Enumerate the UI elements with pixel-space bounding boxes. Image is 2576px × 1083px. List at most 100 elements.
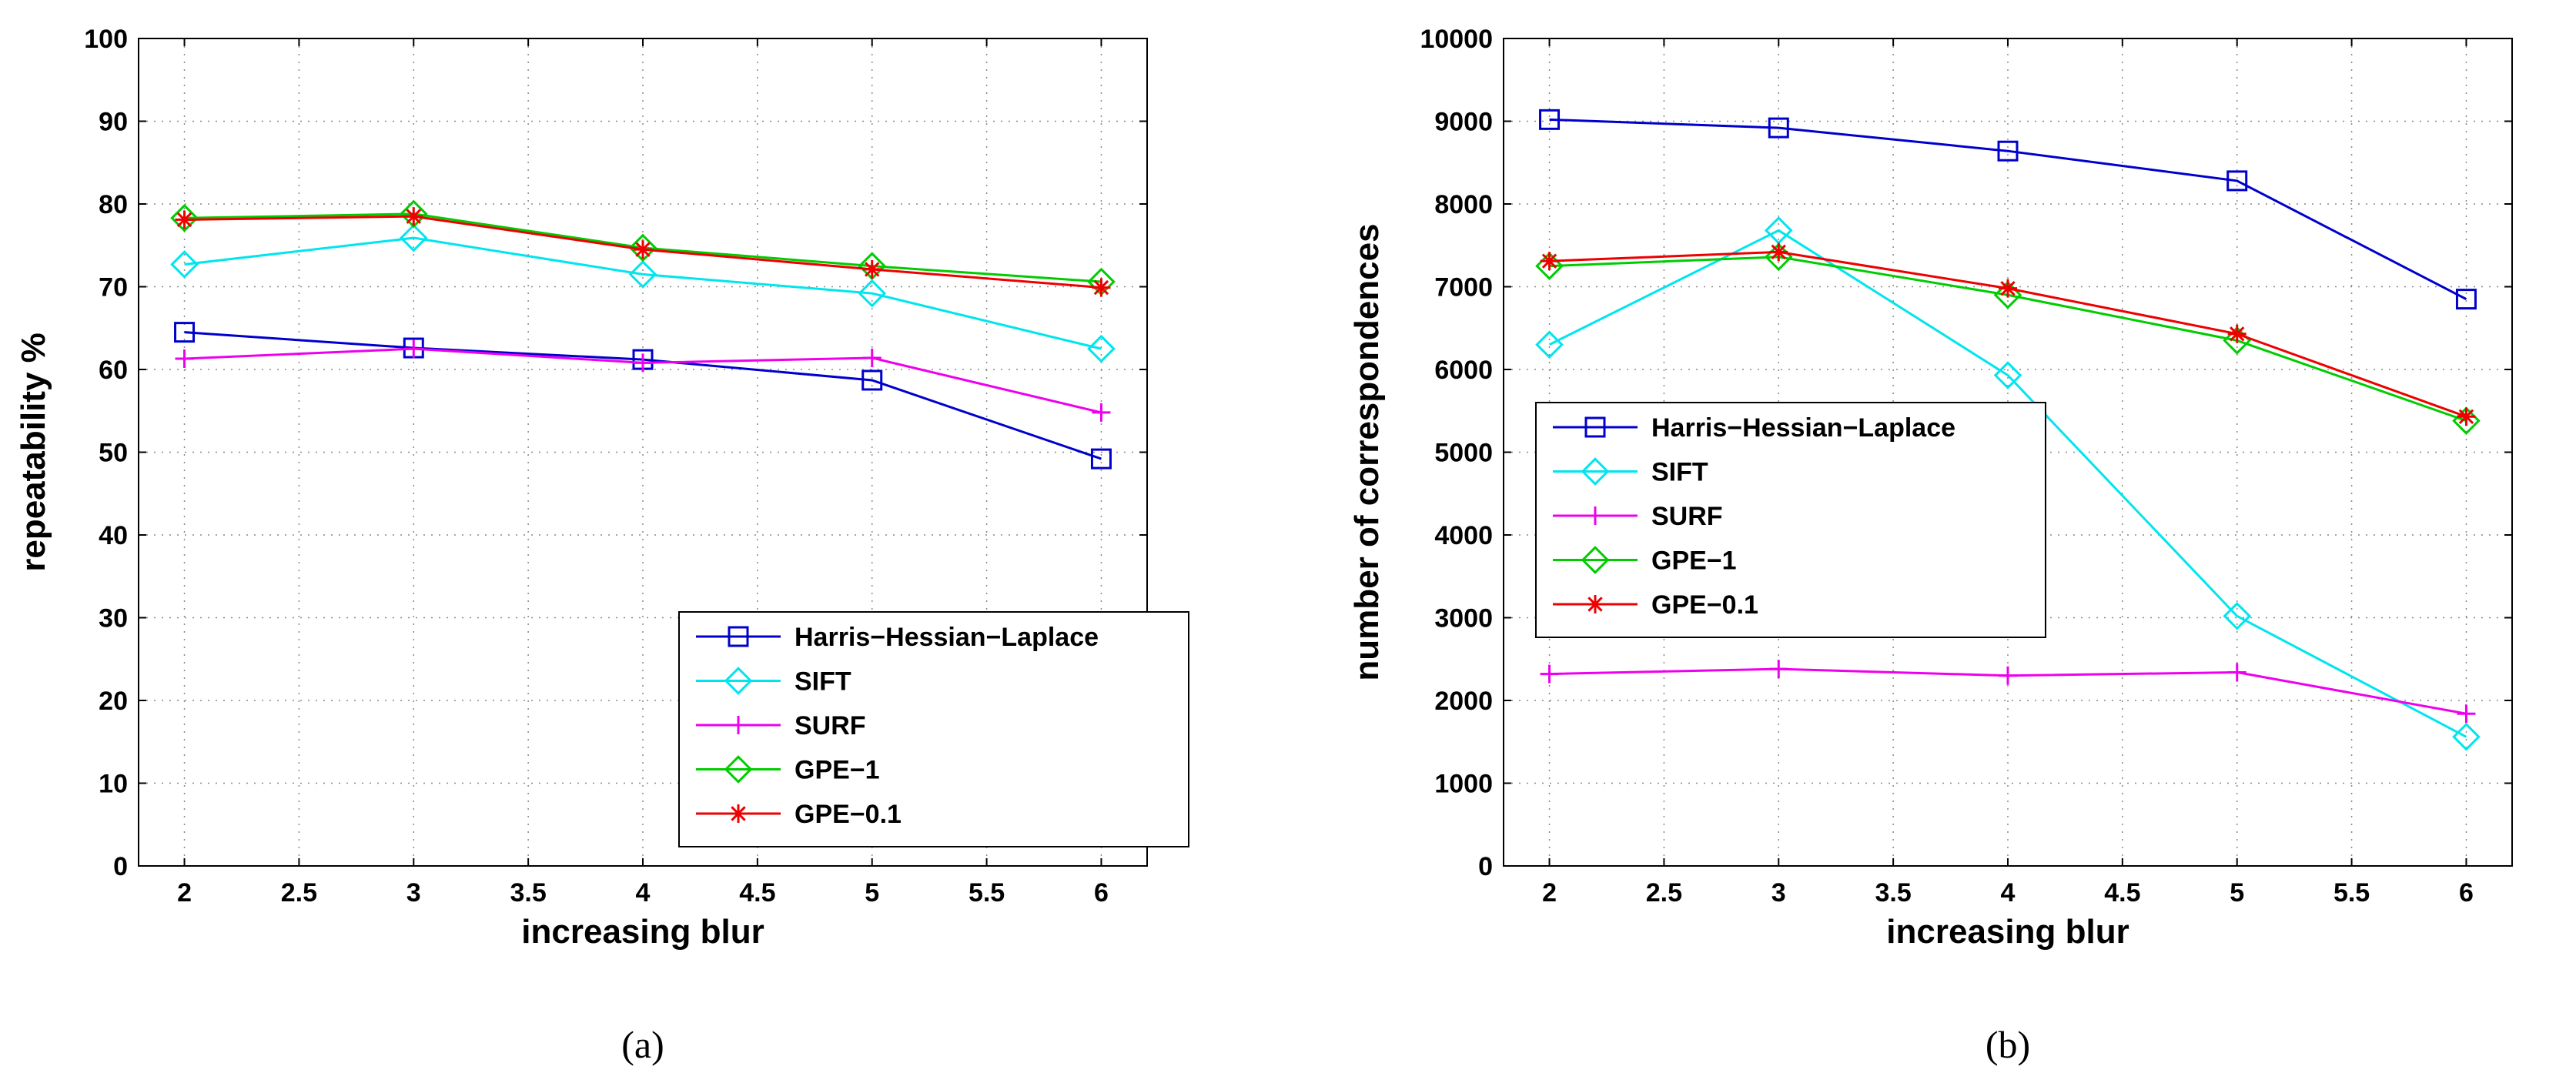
data-point	[2457, 407, 2476, 426]
y-tick-label: 50	[99, 439, 128, 468]
data-point	[861, 369, 883, 391]
y-tick-label: 0	[113, 852, 128, 881]
data-point	[399, 199, 428, 229]
data-point	[858, 279, 887, 308]
data-point	[2452, 722, 2481, 751]
legend: Harris−Hessian−Laplace SIFT SURF GPE−1 GPE−0…	[1535, 402, 2046, 638]
data-point	[1092, 403, 1111, 422]
x-axis-label: increasing blur	[1886, 913, 2129, 951]
data-point	[404, 339, 423, 359]
series-surf	[1540, 660, 2476, 724]
axes-frame	[1503, 38, 2513, 867]
data-point	[634, 240, 652, 259]
x-tick-label: 4.5	[2104, 878, 2140, 908]
data-point	[2227, 663, 2246, 682]
x-tick-label: 6	[2459, 878, 2474, 908]
data-point	[404, 207, 423, 226]
data-point	[1535, 330, 1564, 359]
x-tick-label: 2.5	[1646, 878, 1682, 908]
y-tick-label: 100	[84, 25, 128, 54]
y-axis-label: number of correspondences	[1348, 223, 1386, 680]
y-tick-label: 20	[99, 687, 128, 716]
legend-marker	[1581, 546, 1610, 574]
x-tick-label: 6	[1094, 878, 1109, 908]
x-axis-label: increasing blur	[521, 913, 764, 951]
legend-marker	[1584, 416, 1606, 438]
y-tick-label: 40	[99, 521, 128, 550]
x-tick-label: 5.5	[969, 878, 1005, 908]
y-tick-label: 10000	[1420, 25, 1493, 54]
data-point	[2457, 704, 2476, 724]
chart-b: 2 2.5 3 3.5 4 4.5 5 5.5 6 0 1000 2000 3000 4000 5000 60…	[1348, 25, 2513, 1066]
data-point	[1540, 252, 1559, 271]
legend-box	[678, 611, 1189, 847]
x-tick-label: 4	[636, 878, 651, 908]
data-point	[1999, 666, 2017, 685]
data-point	[1087, 334, 1116, 363]
legend-marker	[1586, 595, 1604, 613]
legend-label: Harris−Hessian−Laplace	[1651, 413, 1955, 443]
y-tick-label: 5000	[1434, 439, 1493, 468]
x-tick-label: 2	[177, 878, 192, 908]
legend-label: GPE−0.1	[1651, 590, 1758, 620]
series-line	[184, 236, 1102, 350]
data-point	[2455, 289, 2477, 310]
chart-a: 2 2.5 3 3.5 4 4.5 5 5.5 60102030405060708090100i…	[15, 25, 1189, 1066]
legend-label: GPE−0.1	[795, 800, 902, 829]
series-surf	[175, 339, 1111, 422]
y-tick-label: 80	[99, 190, 128, 219]
y-tick-label: 60	[99, 356, 128, 385]
data-point	[1090, 448, 1112, 470]
series-line	[1549, 118, 2467, 300]
y-axis-label: repeatability %	[15, 333, 52, 572]
data-point	[628, 260, 657, 289]
legend-marker	[729, 716, 748, 734]
data-point	[1769, 242, 1788, 262]
data-point	[170, 203, 199, 232]
x-tick-label: 2	[1542, 878, 1557, 908]
y-tick-label: 10	[99, 770, 128, 799]
legend-marker	[1586, 506, 1604, 525]
data-point	[862, 348, 882, 367]
y-tick-label: 3000	[1434, 604, 1493, 633]
legend-label: Harris−Hessian−Laplace	[795, 623, 1099, 652]
legend-label: SIFT	[795, 667, 851, 697]
series-sift	[170, 223, 1116, 363]
data-point	[1092, 278, 1111, 297]
x-tick-label: 3.5	[1875, 878, 1912, 908]
y-tick-label: 2000	[1434, 687, 1493, 716]
data-point	[1999, 279, 2017, 298]
legend-marker	[1581, 457, 1610, 486]
data-point	[170, 250, 199, 279]
data-point	[1769, 660, 1788, 679]
ticks	[1504, 38, 2512, 867]
data-point	[174, 322, 196, 343]
legend-marker	[728, 626, 749, 647]
data-point	[1997, 140, 2019, 162]
series-harris-hessian-laplace	[1539, 109, 2477, 310]
x-tick-label: 2.5	[281, 878, 317, 908]
y-tick-label: 0	[1478, 852, 1493, 881]
y-tick-label: 9000	[1434, 108, 1493, 137]
y-tick-label: 70	[99, 273, 128, 303]
caption: (a)	[621, 1023, 664, 1066]
series-gpe-0-1	[175, 207, 1111, 297]
series-gpe-0-1	[1540, 242, 2476, 426]
series-line	[1548, 229, 2467, 738]
legend-label: SURF	[795, 711, 866, 740]
data-point	[175, 349, 194, 369]
legend-label: SURF	[1651, 502, 1723, 531]
y-tick-label: 6000	[1434, 356, 1493, 385]
y-tick-label: 8000	[1434, 190, 1493, 219]
legend: Harris−Hessian−Laplace SIFT SURF GPE−1 GPE−0…	[678, 611, 1189, 847]
data-point	[1539, 109, 1561, 130]
data-point	[1993, 361, 2022, 389]
data-point	[1540, 664, 1559, 684]
data-point	[2226, 170, 2248, 192]
y-tick-label: 90	[99, 108, 128, 137]
data-point	[2227, 324, 2246, 343]
legend-label: SIFT	[1651, 458, 1708, 487]
y-tick-label: 4000	[1434, 521, 1493, 550]
legend-label: GPE−1	[795, 756, 880, 785]
